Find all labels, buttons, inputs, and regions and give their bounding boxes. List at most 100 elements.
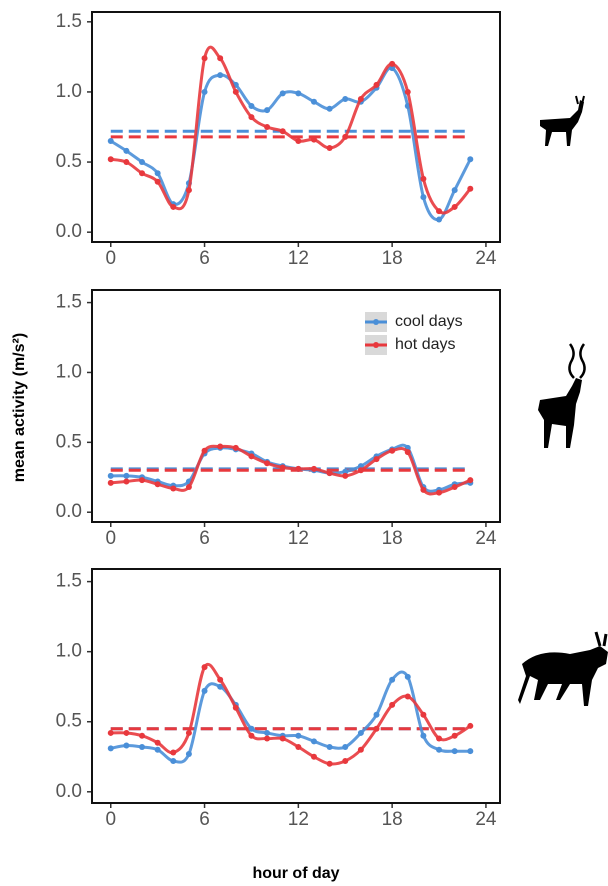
data-point <box>342 743 349 750</box>
data-point <box>264 107 271 114</box>
data-point <box>154 739 161 746</box>
data-point <box>295 138 302 145</box>
data-point <box>310 738 317 745</box>
data-point <box>139 477 146 484</box>
y-tick-label: 1.5 <box>56 292 82 313</box>
x-tick-label: 18 <box>382 809 403 830</box>
data-point <box>404 449 411 456</box>
x-axis-label: hour of day <box>252 865 339 882</box>
y-tick-label: 0.5 <box>56 431 82 452</box>
data-point <box>279 735 286 742</box>
x-tick-label: 12 <box>288 528 309 549</box>
data-point <box>248 114 255 121</box>
data-point <box>326 105 333 112</box>
data-point <box>217 443 224 450</box>
data-point <box>154 481 161 488</box>
data-point <box>248 453 255 460</box>
series-line <box>110 444 471 496</box>
data-point <box>451 732 458 739</box>
data-point <box>404 88 411 95</box>
y-tick-label: 1.0 <box>56 361 82 382</box>
data-point <box>217 683 224 690</box>
data-point <box>201 687 208 694</box>
data-point <box>185 729 192 736</box>
data-point <box>436 208 443 215</box>
data-point <box>279 464 286 471</box>
data-point <box>342 468 349 475</box>
kudu-icon <box>538 343 586 448</box>
data-point <box>201 447 208 454</box>
data-point <box>248 732 255 739</box>
data-point <box>357 463 364 470</box>
data-point <box>436 489 443 496</box>
plot-frame <box>91 568 501 804</box>
data-point <box>451 187 458 194</box>
data-point <box>310 465 317 472</box>
data-point <box>342 95 349 102</box>
data-point <box>342 133 349 140</box>
data-point <box>107 729 114 736</box>
data-point <box>123 159 130 166</box>
data-point <box>123 147 130 154</box>
data-point <box>107 745 114 752</box>
data-point <box>217 72 224 79</box>
y-tick-label: 0.0 <box>56 501 82 522</box>
y-axis-label: mean activity (m/s²) <box>11 333 28 482</box>
x-tick-label: 0 <box>105 248 116 269</box>
data-point <box>248 725 255 732</box>
data-point <box>373 456 380 463</box>
data-point <box>170 203 177 210</box>
data-point <box>357 95 364 102</box>
data-point <box>420 486 427 493</box>
legend-label: cool days <box>395 313 463 330</box>
data-point <box>201 88 208 95</box>
eland-icon <box>518 631 608 706</box>
data-point <box>326 145 333 152</box>
y-tick-label: 1.0 <box>56 641 82 662</box>
data-point <box>357 729 364 736</box>
data-point <box>170 485 177 492</box>
data-point <box>139 732 146 739</box>
data-point <box>310 98 317 105</box>
data-point <box>295 90 302 97</box>
data-point <box>185 750 192 757</box>
data-point <box>420 711 427 718</box>
data-point <box>326 470 333 477</box>
data-point <box>420 194 427 201</box>
data-point <box>467 477 474 484</box>
data-point <box>185 484 192 491</box>
data-point <box>467 185 474 192</box>
data-point <box>373 711 380 718</box>
data-point <box>295 732 302 739</box>
data-point <box>357 467 364 474</box>
data-point <box>467 748 474 755</box>
data-point <box>107 138 114 145</box>
data-point <box>185 187 192 194</box>
data-point <box>139 743 146 750</box>
data-point <box>107 472 114 479</box>
data-point <box>451 203 458 210</box>
data-point <box>326 743 333 750</box>
y-tick-label: 0.0 <box>56 221 82 242</box>
data-point <box>201 55 208 62</box>
data-point <box>279 90 286 97</box>
data-point <box>154 178 161 185</box>
data-point <box>342 757 349 764</box>
data-point <box>389 447 396 454</box>
data-point <box>451 484 458 491</box>
data-point <box>389 60 396 67</box>
data-point <box>295 465 302 472</box>
data-point <box>264 729 271 736</box>
legend-key-dot <box>373 319 379 325</box>
y-tick-label: 1.5 <box>56 11 82 32</box>
data-point <box>123 729 130 736</box>
x-tick-label: 12 <box>288 248 309 269</box>
data-point <box>264 460 271 467</box>
data-point <box>232 704 239 711</box>
x-tick-label: 18 <box>382 248 403 269</box>
x-tick-label: 0 <box>105 809 116 830</box>
data-point <box>373 725 380 732</box>
data-point <box>420 175 427 182</box>
data-point <box>123 742 130 749</box>
